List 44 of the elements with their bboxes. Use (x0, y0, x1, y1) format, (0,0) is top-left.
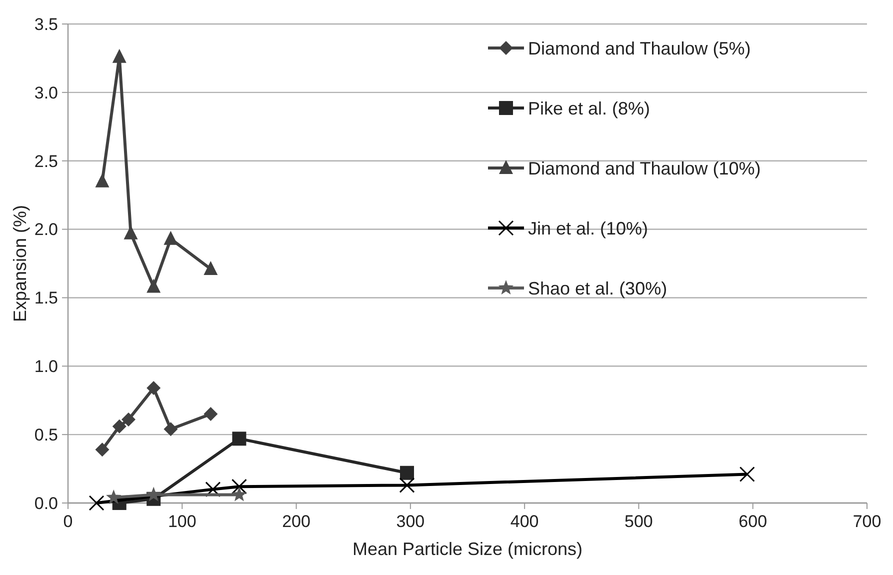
x-tick-label: 0 (63, 512, 73, 531)
y-tick-label: 0.0 (34, 494, 58, 513)
y-axis-title: Expansion (%) (10, 204, 30, 322)
point (106, 490, 122, 504)
point (146, 486, 162, 502)
x-tick-label: 600 (738, 512, 768, 531)
y-tick-label: 3.5 (34, 14, 58, 34)
point (164, 422, 178, 436)
point (146, 278, 161, 293)
point (121, 412, 136, 427)
point (204, 260, 218, 275)
point (399, 477, 415, 493)
y-tick-label: 0.5 (34, 426, 58, 445)
legend-label: Diamond and Thaulow (10%) (528, 158, 761, 178)
point (95, 173, 110, 188)
legend-label: Pike et al. (8%) (528, 98, 650, 118)
x-axis-title: Mean Particle Size (microns) (352, 539, 583, 559)
point (231, 478, 247, 494)
point (112, 48, 126, 63)
y-tick-label: 2.5 (34, 152, 58, 171)
point (204, 407, 218, 422)
y-tick-label: 1.0 (34, 357, 58, 376)
legend-label: Diamond and Thaulow (5%) (528, 38, 751, 58)
point (232, 486, 247, 502)
y-tick-label: 3.0 (34, 83, 58, 102)
point (739, 466, 755, 482)
point (88, 495, 104, 511)
legend-label: Shao et al. (30%) (528, 278, 668, 298)
x-tick-label: 500 (624, 512, 653, 531)
point (95, 442, 110, 457)
x-tick-label: 300 (396, 512, 425, 531)
legend-label: Jin et al. (10%) (528, 218, 648, 238)
point (146, 381, 161, 396)
x-tick-label: 100 (168, 512, 196, 531)
point (164, 230, 178, 245)
x-tick-label: 200 (282, 512, 310, 531)
point (400, 466, 414, 480)
point (124, 225, 138, 240)
point (112, 419, 126, 434)
y-tick-label: 2.0 (34, 220, 58, 240)
point (232, 432, 246, 446)
x-tick-label: 700 (852, 512, 882, 531)
x-tick-label: 400 (510, 512, 539, 531)
y-tick-label: 1.5 (34, 288, 58, 308)
